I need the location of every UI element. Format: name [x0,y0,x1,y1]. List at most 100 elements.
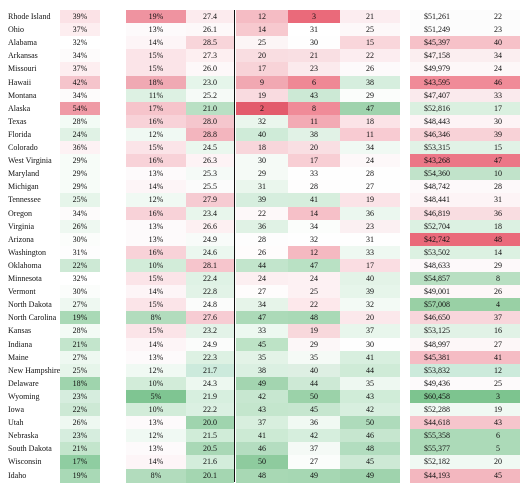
rank-2-cell: 45 [288,403,340,417]
income-cell: $48,633 [410,258,476,273]
income-rank-cell: 22 [476,10,520,24]
table-row: Rhode Island 39% 19% 27.4 12 3 21 $51,261 22 [0,10,528,24]
state-name: Vermont [8,287,36,297]
table-row: North Carolina 19% 8% 27.6 47 48 20 $46,650 37 [0,311,528,326]
rank-2-cell: 24 [288,272,340,286]
rank-2-cell: 44 [288,376,340,391]
percent-b-cell: 13% [126,232,186,247]
value-cell: 23.0 [186,75,234,90]
income-cell: $49,001 [410,285,476,300]
value-cell: 24.3 [186,376,234,391]
percent-a-cell: 26% [60,416,100,431]
percent-b-cell: 16% [126,206,186,221]
income-cell: $60,458 [410,389,476,404]
rank-1-cell: 32 [236,114,288,129]
percent-a-cell: 28% [60,324,100,339]
income-rank-cell: 5 [476,442,520,457]
state-name: Rhode Island [8,12,51,21]
rank-1-cell: 34 [236,298,288,313]
rank-1-cell: 26 [236,245,288,260]
income-cell: $48,742 [410,180,476,195]
rank-2-cell: 47 [288,258,340,273]
percent-b-cell: 12% [126,363,186,378]
value-cell: 22.8 [186,285,234,300]
income-rank-cell: 43 [476,416,520,431]
table-row: Ohio 37% 13% 26.1 14 31 25 $51,249 23 [0,23,528,38]
rank-3-cell: 19 [340,193,400,208]
income-rank-cell: 33 [476,88,520,103]
rank-3-cell: 43 [340,389,400,404]
rank-2-cell: 32 [288,232,340,247]
income-cell: $42,742 [410,232,476,247]
income-rank-cell: 40 [476,36,520,51]
table-row: Wisconsin 17% 14% 21.6 50 27 45 $52,182 20 [0,455,528,470]
percent-b-cell: 12% [126,127,186,142]
percent-b-cell: 13% [126,23,186,38]
table-row: Utah 26% 13% 20.0 37 36 50 $44,618 43 [0,416,528,431]
percent-b-cell: 16% [126,154,186,169]
state-name: Hawaii [8,77,32,87]
table-row: Colorado 36% 15% 24.5 18 20 34 $53,315 15 [0,141,528,155]
state-name: Tennessee [8,195,41,205]
income-rank-cell: 3 [476,389,520,404]
income-rank-cell: 23 [476,23,520,38]
income-rank-cell: 31 [476,193,520,208]
rank-1-cell: 24 [236,272,288,286]
value-cell: 23.4 [186,206,234,221]
value-cell: 25.2 [186,88,234,103]
table-row: Arkansas 34% 15% 27.3 20 21 22 $47,158 34 [0,49,528,64]
rank-2-cell: 21 [288,49,340,64]
value-cell: 27.4 [186,10,234,24]
rank-1-cell: 48 [236,468,288,483]
percent-b-cell: 8% [126,311,186,326]
rank-2-cell: 3 [288,10,340,24]
income-rank-cell: 30 [476,114,520,129]
percent-a-cell: 17% [60,455,100,470]
rank-3-cell: 44 [340,363,400,378]
percent-b-cell: 14% [126,337,186,352]
rank-2-cell: 12 [288,245,340,260]
rank-1-cell: 9 [236,75,288,90]
rank-3-cell: 20 [340,311,400,326]
rank-2-cell: 22 [288,298,340,313]
state-name: Florida [8,129,32,139]
rank-3-cell: 26 [340,62,400,77]
table-row: North Dakota 27% 15% 24.8 34 22 32 $57,008 4 [0,298,528,313]
rank-3-cell: 36 [340,206,400,221]
rank-1-cell: 31 [236,180,288,195]
percent-b-cell: 18% [126,75,186,90]
rank-1-cell: 43 [236,403,288,417]
rank-2-cell: 25 [288,285,340,300]
rank-1-cell: 37 [236,416,288,431]
rank-2-cell: 14 [288,206,340,221]
value-cell: 26.0 [186,62,234,77]
state-name: South Dakota [8,444,52,454]
value-cell: 25.5 [186,180,234,195]
rank-2-cell: 23 [288,62,340,77]
percent-a-cell: 23% [60,429,100,444]
percent-b-cell: 12% [126,429,186,444]
income-rank-cell: 8 [476,272,520,286]
table-row: Vermont 30% 14% 22.8 27 25 39 $49,001 26 [0,285,528,300]
income-cell: $55,358 [410,429,476,444]
income-cell: $55,377 [410,442,476,457]
rank-3-cell: 39 [340,285,400,300]
percent-a-cell: 21% [60,442,100,457]
percent-a-cell: 23% [60,389,100,404]
percent-a-cell: 28% [60,114,100,129]
value-cell: 27.6 [186,311,234,326]
percent-a-cell: 39% [60,10,100,24]
table-row: Maryland 29% 13% 25.3 29 33 28 $54,360 10 [0,167,528,182]
percent-b-cell: 16% [126,245,186,260]
table-row: Indiana 21% 14% 24.9 45 29 30 $48,997 27 [0,337,528,352]
rank-3-cell: 35 [340,376,400,391]
percent-b-cell: 16% [126,114,186,129]
value-cell: 27.9 [186,193,234,208]
rank-3-cell: 31 [340,232,400,247]
income-cell: $49,436 [410,376,476,391]
rank-2-cell: 38 [288,127,340,142]
percent-a-cell: 32% [60,272,100,286]
income-cell: $57,008 [410,298,476,313]
income-rank-cell: 24 [476,62,520,77]
table-row: Oklahoma 22% 10% 28.1 44 47 17 $48,633 29 [0,258,528,273]
